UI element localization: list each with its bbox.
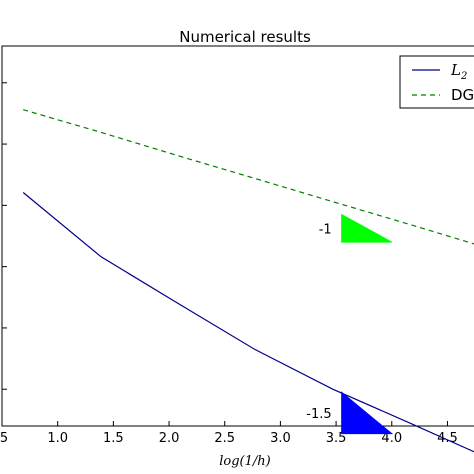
y-axis-ticks [2,82,7,390]
series-layer [22,109,474,453]
slope-triangle [341,213,393,243]
series-line-l2 [22,192,474,453]
slope-triangle [341,391,394,435]
plot-area [1,45,474,427]
series-line-dg [23,109,474,245]
x-tick-label: 3.0 [270,431,291,446]
legend-box [399,55,474,109]
x-tick-label: 3.5 [326,431,347,446]
x-axis-ticks: .51.01.52.02.53.03.54.04.5 [0,421,458,446]
x-axis-label: log(1/h) [219,454,270,469]
x-tick-label: 4.0 [381,431,402,446]
x-tick-label: 2.0 [159,431,180,446]
slope-label: -1.5 [306,407,331,422]
legend-label-dg: DG [451,86,474,104]
chart-title: Numerical results [179,28,311,46]
x-tick-label: .5 [0,431,8,446]
legend: L2 DG [399,55,474,109]
x-tick-label: 1.0 [47,431,68,446]
slope-label: -1 [319,222,332,237]
x-tick-label: 1.5 [103,431,124,446]
x-tick-label: 2.5 [214,431,235,446]
slope-annotations: -1 -1.5 [306,213,394,435]
